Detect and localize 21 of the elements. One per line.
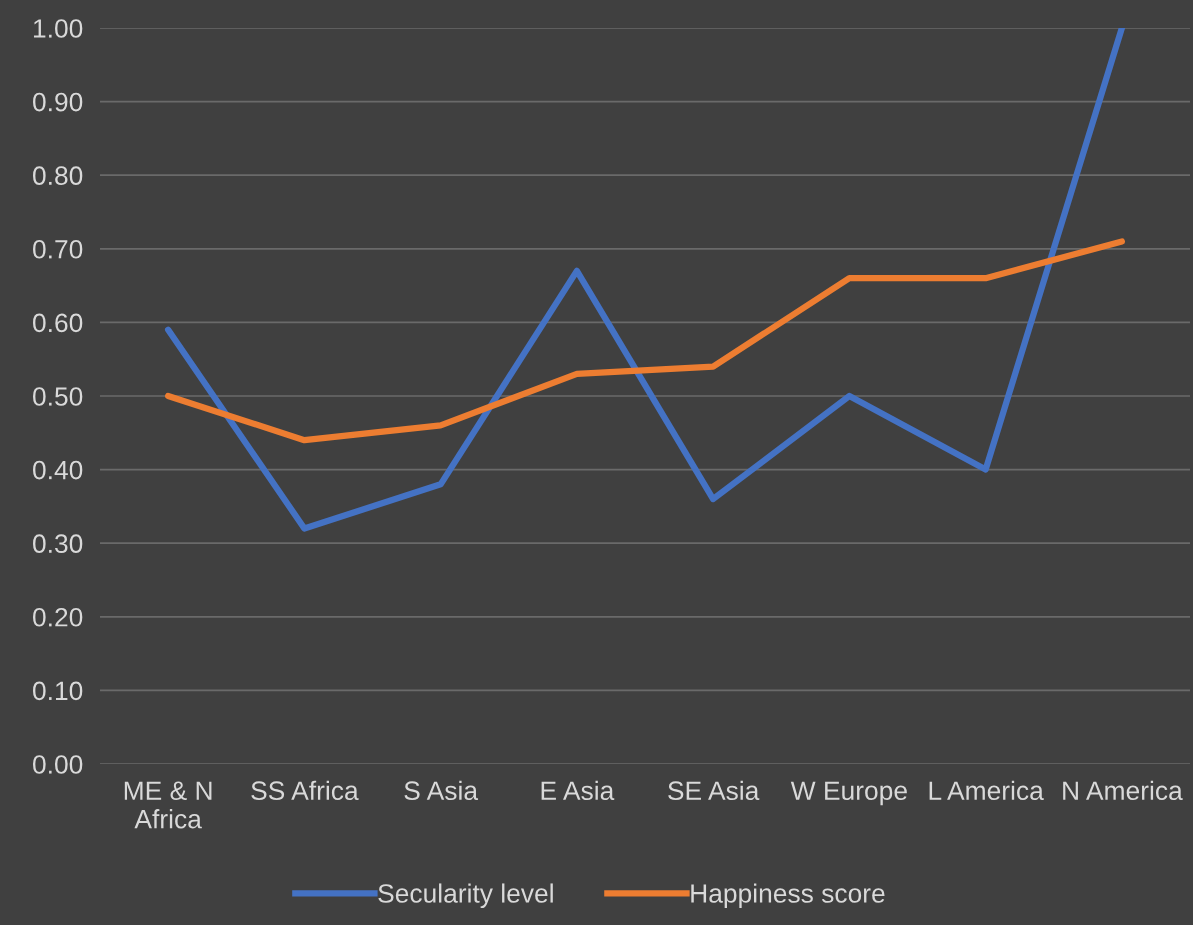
y-tick-label: 0.00 [33, 755, 83, 774]
y-tick-label: 0.50 [33, 387, 83, 406]
legend-label: Secularity level [378, 883, 553, 909]
x-tick-label: E Asia [541, 780, 615, 801]
x-tick-label: L America [929, 780, 1044, 801]
x-tick-label: ME & N Africa [124, 781, 212, 829]
y-tick-label: 0.90 [33, 92, 83, 112]
y-tick-label: 0.70 [33, 239, 83, 259]
y-tick-label: 1.00 [33, 19, 83, 38]
legend-label: Happiness score [691, 883, 885, 909]
y-tick-label: 0.80 [33, 166, 83, 186]
x-tick-label: W Europe [790, 781, 907, 806]
x-tick-label: N America [1063, 780, 1183, 801]
y-tick-label: 0.20 [33, 607, 83, 627]
y-tick-label: 0.10 [33, 681, 83, 701]
x-tick-label: SE Asia [668, 780, 760, 801]
y-tick-label: 0.40 [33, 460, 83, 480]
x-tick-label: S Asia [404, 780, 479, 801]
x-tick-label: SS Africa [251, 780, 359, 801]
y-tick-label: 0.30 [33, 534, 83, 554]
y-tick-label: 0.60 [33, 313, 83, 333]
